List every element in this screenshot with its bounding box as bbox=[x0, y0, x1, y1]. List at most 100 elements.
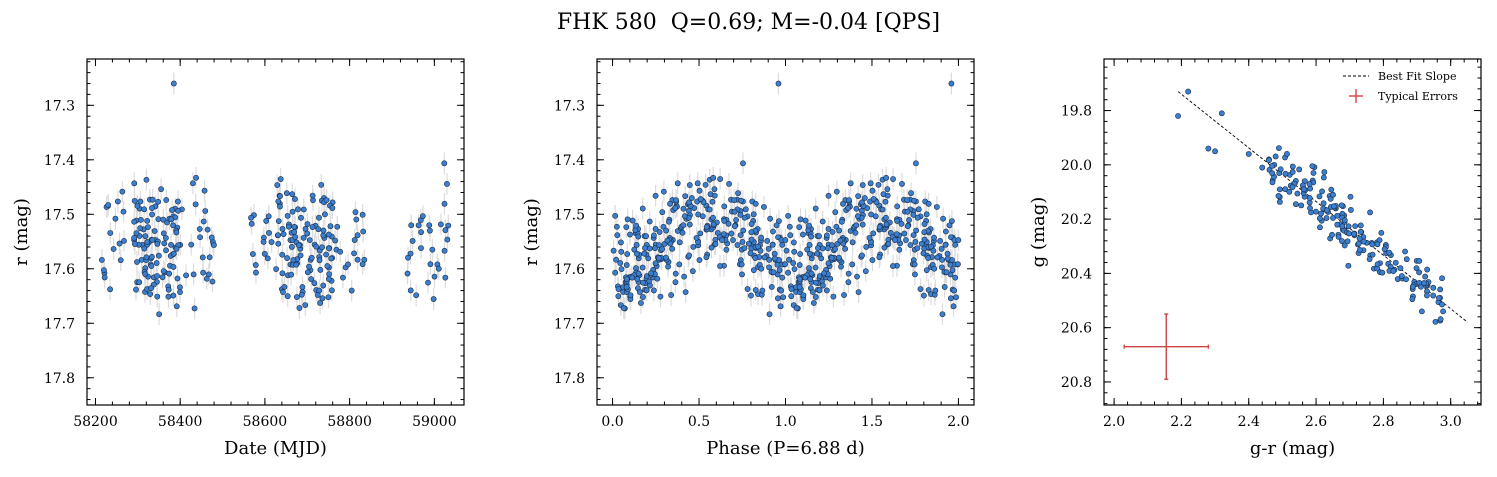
figure-title: FHK 580 Q=0.69; M=-0.04 [QPS] bbox=[556, 10, 941, 35]
data-point bbox=[830, 293, 837, 300]
data-point bbox=[635, 233, 642, 240]
data-point bbox=[1369, 251, 1376, 258]
data-point bbox=[656, 229, 663, 235]
data-point bbox=[679, 229, 686, 236]
data-point bbox=[325, 276, 332, 283]
data-point bbox=[885, 241, 892, 247]
data-point bbox=[407, 250, 414, 257]
data-point bbox=[354, 256, 361, 263]
data-point bbox=[764, 238, 771, 244]
data-point bbox=[1313, 208, 1319, 215]
x-tick-label: 2.0 bbox=[1103, 414, 1125, 430]
data-point bbox=[689, 195, 695, 201]
data-point bbox=[925, 287, 932, 293]
data-point bbox=[894, 203, 901, 210]
data-point bbox=[646, 218, 653, 225]
data-point bbox=[821, 270, 827, 277]
data-point bbox=[870, 230, 877, 237]
x-tick-label: 58800 bbox=[327, 414, 372, 430]
panel-phase: 0.0 0.5 1.0 1.5 2.0 17.3 17.4 17.5 17.6 17.7 17.8 P… bbox=[521, 58, 975, 459]
data-point bbox=[252, 262, 259, 268]
data-point bbox=[686, 199, 692, 206]
data-point bbox=[955, 261, 961, 268]
data-point bbox=[1403, 276, 1409, 283]
data-point bbox=[740, 227, 747, 234]
data-point bbox=[890, 263, 896, 269]
data-point bbox=[107, 230, 114, 236]
panel-date: 58200 58400 58600 58800 59000 17.3 17.4 17.5 17.… bbox=[11, 58, 465, 459]
data-point bbox=[921, 236, 928, 243]
data-point bbox=[308, 276, 315, 283]
data-point bbox=[862, 268, 869, 275]
data-point bbox=[288, 243, 295, 250]
legend-label-best-fit: Best Fit Slope bbox=[1378, 70, 1456, 83]
data-point bbox=[612, 269, 619, 276]
y-tick-label: 17.8 bbox=[554, 371, 585, 387]
data-point bbox=[710, 174, 717, 181]
data-point bbox=[1432, 318, 1439, 325]
data-point bbox=[407, 287, 414, 294]
data-point bbox=[142, 233, 149, 240]
x-tick-label: 2.4 bbox=[1238, 414, 1260, 430]
y-axis-label: r (mag) bbox=[11, 198, 32, 266]
data-point bbox=[853, 205, 860, 212]
data-point bbox=[629, 217, 636, 224]
data-point bbox=[329, 287, 335, 294]
data-point bbox=[750, 211, 757, 218]
data-point bbox=[668, 292, 675, 298]
data-point bbox=[733, 217, 739, 223]
data-point bbox=[1284, 150, 1290, 157]
data-point bbox=[654, 275, 661, 282]
data-point bbox=[175, 207, 182, 214]
data-point bbox=[840, 200, 846, 207]
data-point bbox=[660, 188, 667, 195]
data-point bbox=[883, 174, 890, 181]
y-tick-label: 17.3 bbox=[554, 98, 585, 114]
data-point bbox=[279, 270, 286, 277]
data-point bbox=[1357, 222, 1364, 229]
data-point bbox=[646, 282, 653, 289]
data-point bbox=[931, 234, 937, 241]
data-point bbox=[1341, 217, 1348, 224]
data-point bbox=[656, 242, 662, 249]
data-point bbox=[441, 160, 448, 167]
y-tick-label: 17.5 bbox=[44, 207, 75, 223]
data-point bbox=[1306, 195, 1313, 201]
data-point bbox=[872, 213, 879, 220]
data-point bbox=[141, 245, 148, 252]
data-point bbox=[319, 244, 325, 251]
data-point bbox=[161, 240, 168, 247]
data-point bbox=[275, 240, 282, 247]
data-point bbox=[317, 266, 324, 273]
x-axis-label: Phase (P=6.88 d) bbox=[706, 438, 865, 459]
tick-labels: 2.0 2.2 2.4 2.6 2.8 3.0 19.8 20.0 20.2 20.4 20.6 20… bbox=[1061, 104, 1462, 430]
data-point bbox=[951, 287, 958, 294]
data-point bbox=[796, 262, 803, 268]
data-point bbox=[101, 274, 108, 281]
data-point bbox=[940, 215, 946, 222]
data-point bbox=[800, 231, 806, 238]
data-point bbox=[726, 180, 732, 187]
data-point bbox=[782, 261, 788, 268]
data-point bbox=[275, 232, 282, 238]
data-point bbox=[1402, 248, 1408, 255]
data-point bbox=[300, 234, 307, 241]
data-point bbox=[766, 311, 773, 318]
data-point bbox=[1424, 292, 1430, 299]
data-point bbox=[648, 270, 654, 277]
data-point bbox=[812, 264, 819, 271]
data-point bbox=[740, 160, 746, 167]
data-point bbox=[1334, 221, 1341, 228]
data-point bbox=[711, 186, 718, 193]
data-point bbox=[941, 284, 948, 290]
data-point bbox=[845, 279, 852, 286]
data-point bbox=[147, 291, 154, 297]
data-point bbox=[657, 293, 664, 300]
data-point bbox=[759, 287, 766, 294]
data-point bbox=[332, 237, 339, 244]
data-point bbox=[655, 255, 662, 261]
data-point bbox=[1344, 238, 1351, 245]
data-point bbox=[788, 293, 795, 300]
data-point bbox=[131, 241, 138, 247]
data-point bbox=[879, 206, 886, 213]
